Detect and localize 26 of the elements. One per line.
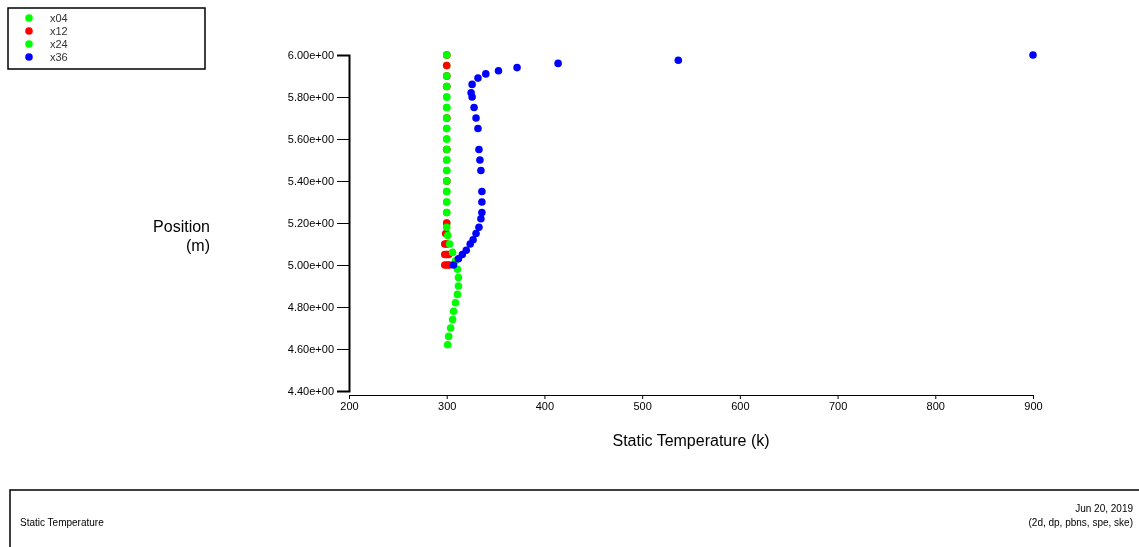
- x-tick-label: 800: [926, 399, 945, 412]
- y-tick-label: 5.60e+00: [287, 133, 334, 146]
- y-tick-label: 6.00e+00: [287, 49, 334, 62]
- legend-label: x36: [50, 51, 68, 63]
- y-tick-label: 5.20e+00: [287, 217, 334, 230]
- x-tick-label: 400: [535, 399, 555, 412]
- legend-label: x24: [50, 38, 68, 50]
- text: Static Temperature: [20, 517, 105, 528]
- x-tick-label: 700: [828, 399, 848, 412]
- x-tick-label: 900: [1024, 399, 1043, 412]
- legend-label: x12: [50, 25, 68, 37]
- y-tick-label: 4.80e+00: [287, 301, 334, 314]
- x-tick-label: 200: [340, 399, 359, 412]
- x-tick-label: 300: [438, 399, 457, 412]
- x-tick-label: 600: [731, 399, 750, 412]
- y-tick-label: 4.40e+00: [287, 385, 334, 398]
- y-axis-title: Position (m): [153, 218, 210, 254]
- x-axis-title: Static Temperature (k): [612, 432, 770, 449]
- text: Jun 20, 2019: [1075, 503, 1134, 514]
- y-tick-label: 5.40e+00: [287, 175, 334, 188]
- legend-label: x04: [50, 12, 68, 24]
- y-tick-label: 5.00e+00: [287, 259, 334, 272]
- y-tick-label: 5.80e+00: [287, 91, 334, 104]
- text: (2d, dp, pbns, spe, ske): [1028, 517, 1133, 528]
- x-tick-label: 500: [633, 399, 652, 412]
- y-tick-label: 4.60e+00: [287, 343, 334, 356]
